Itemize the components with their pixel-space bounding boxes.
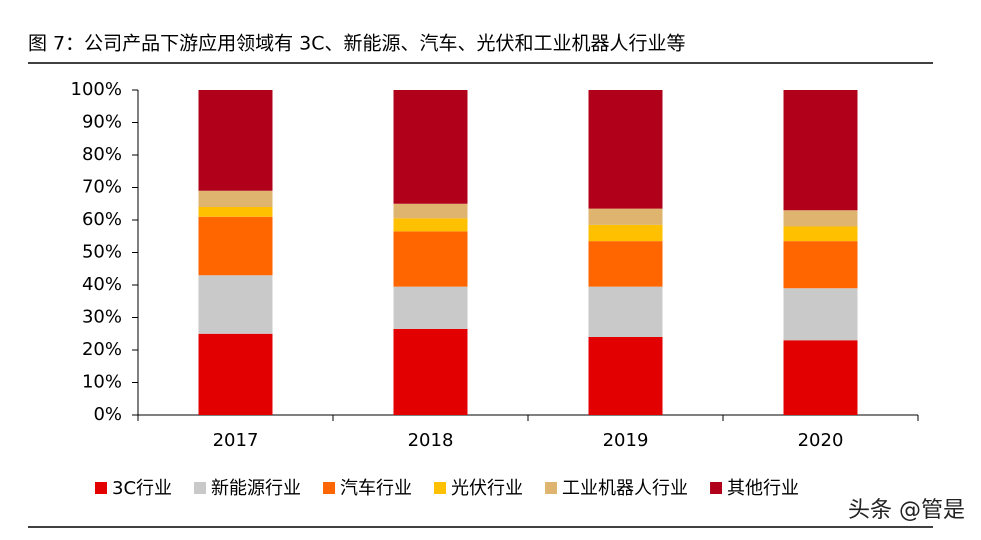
y-tick-label: 60% [82, 209, 122, 230]
y-tick-label: 10% [82, 372, 122, 393]
y-tick-label: 80% [82, 144, 122, 165]
legend-swatch [545, 482, 558, 494]
legend-swatch [710, 482, 723, 494]
bar-segment [783, 226, 858, 242]
bar-segment [393, 231, 468, 287]
bar-segment [588, 241, 663, 287]
y-tick-label: 90% [82, 112, 122, 133]
legend-label: 光伏行业 [451, 478, 523, 499]
bar-segment [783, 288, 858, 341]
legend-label: 工业机器人行业 [562, 478, 688, 499]
y-tick-label: 40% [82, 274, 122, 295]
bar-segment [198, 333, 273, 415]
y-tick-label: 20% [82, 339, 122, 360]
bar-segment [198, 90, 273, 191]
bar-segment [198, 216, 273, 276]
x-tick-label: 2017 [213, 430, 259, 451]
bar-segment [198, 207, 273, 217]
y-tick-label: 100% [71, 79, 122, 100]
y-tick-label: 30% [82, 307, 122, 328]
bar-segment [588, 224, 663, 242]
legend-swatch [95, 482, 107, 494]
x-tick-label: 2020 [798, 430, 844, 451]
y-tick-label: 0% [93, 404, 122, 425]
watermark: 头条 @管是 [848, 498, 965, 523]
bar-segment [393, 203, 468, 219]
bar-segment [393, 286, 468, 329]
chart-title: 图 7：公司产品下游应用领域有 3C、新能源、汽车、光伏和工业机器人行业等 [28, 33, 686, 55]
legend-label: 新能源行业 [211, 478, 301, 499]
bar-segment [393, 90, 468, 204]
bar-segment [783, 340, 858, 415]
bar-segment [588, 90, 663, 209]
bar-segment [198, 190, 273, 207]
legend-label: 汽车行业 [340, 478, 412, 499]
bar-segment [393, 328, 468, 415]
bar-segment [198, 275, 273, 334]
x-tick-label: 2019 [603, 430, 649, 451]
bar-segment [588, 208, 663, 225]
bar-segment [783, 241, 858, 289]
legend-label: 其他行业 [727, 478, 799, 499]
y-tick-label: 70% [82, 177, 122, 198]
legend-swatch [434, 482, 447, 494]
bar-segment [393, 218, 468, 232]
x-tick-label: 2018 [408, 430, 454, 451]
legend-label: 3C行业 [112, 478, 172, 499]
bar-segment [783, 90, 858, 211]
legend-swatch [194, 482, 207, 494]
bar-segment [783, 210, 858, 227]
y-tick-label: 50% [82, 242, 122, 263]
legend-swatch [323, 482, 336, 494]
bar-segment [588, 286, 663, 337]
bar-segment [588, 337, 663, 415]
